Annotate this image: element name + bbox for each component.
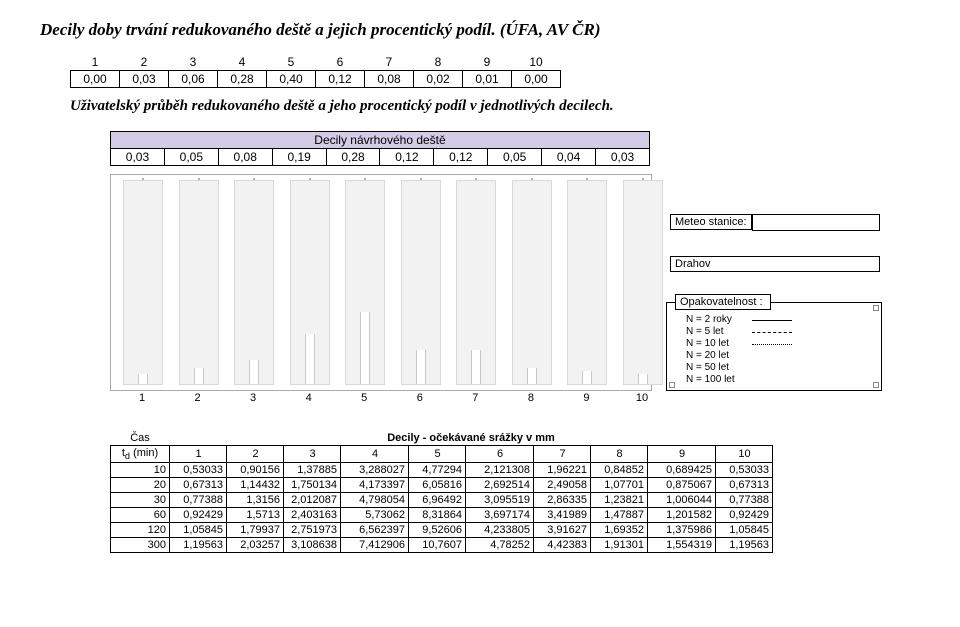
table-row: 200,673131,144321,7501344,1733976,058162…	[111, 478, 773, 493]
design-value-cell: 0,19	[272, 149, 326, 166]
design-value-cell: 0,12	[434, 149, 488, 166]
big-table-col-header: 6	[466, 446, 534, 463]
decile-chart: 1 2 3 4 5 6 7 8 9 10 Meteo stanice: Drahov Opakov…	[110, 174, 880, 409]
subtitle: Uživatelský průběh redukovaného deště a …	[70, 98, 920, 115]
table-row: 3001,195632,032573,1086387,41290610,7607…	[111, 538, 773, 553]
top-table-value-cell: 0,12	[316, 71, 365, 88]
big-table-title: Decily - očekávané srážky v mm	[170, 431, 773, 446]
top-table-header-cell: 6	[316, 54, 365, 71]
chart-x-label: 8	[511, 392, 551, 404]
big-table-col-header: 1	[170, 446, 227, 463]
top-table-value-cell: 0,00	[512, 71, 561, 88]
legend-title: Opakovatelnost :	[675, 294, 771, 310]
chart-bar-slot	[623, 180, 663, 385]
design-value-cell: 0,03	[111, 149, 165, 166]
design-value-cell: 0,04	[542, 149, 596, 166]
big-table-col-header: 7	[534, 446, 591, 463]
meteo-station-blank	[752, 214, 880, 231]
big-table-col-header: 4	[341, 446, 409, 463]
chart-x-label: 7	[455, 392, 495, 404]
page-title: Decily doby trvání redukovaného deště a …	[40, 20, 920, 40]
design-value-cell: 0,03	[596, 149, 650, 166]
top-table-value-cell: 0,03	[120, 71, 169, 88]
top-table-value-cell: 0,28	[218, 71, 267, 88]
table-row: 600,924291,57132,4031635,730628,318643,6…	[111, 508, 773, 523]
chart-x-label: 2	[178, 392, 218, 404]
legend-item: N = 100 let	[686, 374, 792, 386]
design-value-cell: 0,28	[326, 149, 380, 166]
design-value-cell: 0,12	[380, 149, 434, 166]
design-value-cell: 0,05	[488, 149, 542, 166]
chart-bar-slot	[401, 180, 441, 385]
chart-x-label: 6	[400, 392, 440, 404]
design-deciles-table: Decily návrhového deště 0,030,050,080,19…	[110, 131, 650, 166]
chart-bar-slot	[456, 180, 496, 385]
table-row: 100,530330,901561,378853,2880274,772942,…	[111, 463, 773, 478]
chart-x-label: 9	[566, 392, 606, 404]
chart-bar-slot	[179, 180, 219, 385]
chart-bar-slot	[123, 180, 163, 385]
chart-x-label: 10	[622, 392, 662, 404]
chart-x-label: 5	[344, 392, 384, 404]
table-row: 1201,058451,799372,7519736,5623979,52606…	[111, 523, 773, 538]
top-table-header-cell: 8	[414, 54, 463, 71]
top-table-value-cell: 0,06	[169, 71, 218, 88]
big-table-col-header: 5	[409, 446, 466, 463]
expected-rainfall-table: Čas Decily - očekávané srážky v mm td (m…	[110, 431, 773, 553]
big-table-col-header: 2	[227, 446, 284, 463]
top-table-header-cell: 3	[169, 54, 218, 71]
chart-bar-slot	[234, 180, 274, 385]
big-table-col-header: 3	[284, 446, 341, 463]
table-row: 300,773881,31562,0120874,7980546,964923,…	[111, 493, 773, 508]
legend-item: N = 10 let	[686, 338, 792, 350]
big-table-col-header: 9	[648, 446, 716, 463]
big-table-col-header: 8	[591, 446, 648, 463]
legend-item: N = 2 roky	[686, 314, 792, 326]
percent-share-table: 12345678910 0,000,030,060,280,400,120,08…	[70, 54, 561, 88]
big-table-row-header: td (min)	[111, 446, 170, 463]
top-table-value-cell: 0,01	[463, 71, 512, 88]
top-table-value-cell: 0,00	[71, 71, 120, 88]
big-table-cas-label: Čas	[111, 431, 170, 446]
legend-item: N = 50 let	[686, 362, 792, 374]
chart-plot-area	[110, 174, 652, 391]
chart-bar-slot	[567, 180, 607, 385]
top-table-header-cell: 7	[365, 54, 414, 71]
legend-item: N = 20 let	[686, 350, 792, 362]
top-table-header-cell: 4	[218, 54, 267, 71]
top-table-header-cell: 10	[512, 54, 561, 71]
top-table-header-cell: 2	[120, 54, 169, 71]
meteo-station-value: Drahov	[670, 256, 880, 272]
chart-x-axis: 12345678910	[110, 392, 650, 406]
top-table-header-cell: 5	[267, 54, 316, 71]
chart-bar-slot	[512, 180, 552, 385]
chart-x-label: 3	[233, 392, 273, 404]
design-table-title: Decily návrhového deště	[111, 132, 650, 149]
design-value-cell: 0,05	[164, 149, 218, 166]
top-table-value-cell: 0,02	[414, 71, 463, 88]
meteo-station-label: Meteo stanice:	[670, 214, 752, 230]
top-table-value-cell: 0,40	[267, 71, 316, 88]
chart-bar-slot	[345, 180, 385, 385]
top-table-value-cell: 0,08	[365, 71, 414, 88]
chart-bar-slot	[290, 180, 330, 385]
chart-x-label: 1	[122, 392, 162, 404]
design-value-cell: 0,08	[218, 149, 272, 166]
chart-x-label: 4	[289, 392, 329, 404]
big-table-col-header: 10	[716, 446, 773, 463]
legend-item: N = 5 let	[686, 326, 792, 338]
top-table-header-cell: 1	[71, 54, 120, 71]
legend-items: N = 2 rokyN = 5 letN = 10 letN = 20 letN…	[686, 314, 792, 386]
top-table-header-cell: 9	[463, 54, 512, 71]
